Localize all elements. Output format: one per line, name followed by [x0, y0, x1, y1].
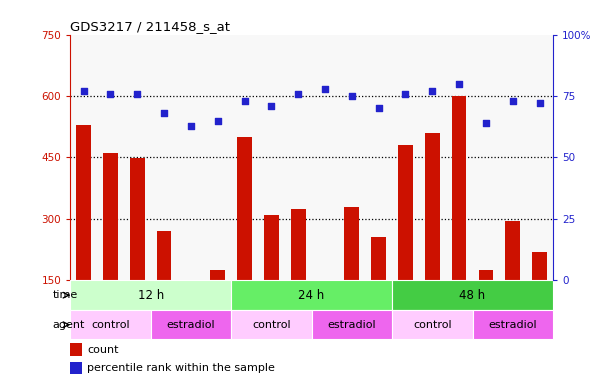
Bar — [151, 310, 231, 339]
Text: control: control — [252, 320, 291, 330]
Bar — [452, 96, 466, 280]
Text: estradiol: estradiol — [327, 320, 376, 330]
Bar — [130, 158, 145, 280]
Bar — [231, 280, 392, 310]
Bar — [103, 153, 118, 280]
Bar — [371, 237, 386, 280]
Text: GDS3217 / 211458_s_at: GDS3217 / 211458_s_at — [70, 20, 230, 33]
Point — [535, 100, 544, 106]
Bar — [210, 270, 225, 280]
Bar — [70, 343, 82, 356]
Point — [159, 110, 169, 116]
Text: estradiol: estradiol — [488, 320, 537, 330]
Point — [347, 93, 357, 99]
Bar — [318, 280, 332, 281]
Text: count: count — [87, 345, 119, 355]
Point — [508, 98, 518, 104]
Bar — [264, 215, 279, 280]
Text: 24 h: 24 h — [299, 289, 324, 302]
Bar — [345, 207, 359, 280]
Point — [266, 103, 276, 109]
Bar — [70, 310, 151, 339]
Bar — [505, 221, 520, 280]
Bar — [398, 145, 413, 280]
Text: 48 h: 48 h — [459, 289, 486, 302]
Bar — [70, 362, 82, 374]
Point — [320, 86, 330, 92]
Text: 12 h: 12 h — [137, 289, 164, 302]
Point — [133, 91, 142, 97]
Point — [106, 91, 115, 97]
Point — [481, 120, 491, 126]
Text: estradiol: estradiol — [167, 320, 215, 330]
Bar — [478, 270, 493, 280]
Bar — [291, 209, 306, 280]
Bar — [392, 310, 472, 339]
Bar — [312, 310, 392, 339]
Bar — [472, 310, 553, 339]
Text: control: control — [413, 320, 452, 330]
Point — [186, 122, 196, 129]
Bar — [231, 310, 312, 339]
Bar — [157, 231, 172, 280]
Bar — [70, 280, 231, 310]
Point — [454, 81, 464, 87]
Text: percentile rank within the sample: percentile rank within the sample — [87, 363, 275, 373]
Point — [293, 91, 303, 97]
Bar — [237, 137, 252, 280]
Bar — [532, 252, 547, 280]
Point — [213, 118, 222, 124]
Text: time: time — [53, 290, 78, 300]
Text: agent: agent — [53, 320, 85, 330]
Point — [240, 98, 249, 104]
Bar — [425, 133, 440, 280]
Text: control: control — [91, 320, 130, 330]
Point — [401, 91, 411, 97]
Bar — [392, 280, 553, 310]
Bar — [76, 125, 91, 280]
Point — [374, 105, 384, 111]
Point — [428, 88, 437, 94]
Point — [79, 88, 89, 94]
Bar — [183, 280, 199, 281]
